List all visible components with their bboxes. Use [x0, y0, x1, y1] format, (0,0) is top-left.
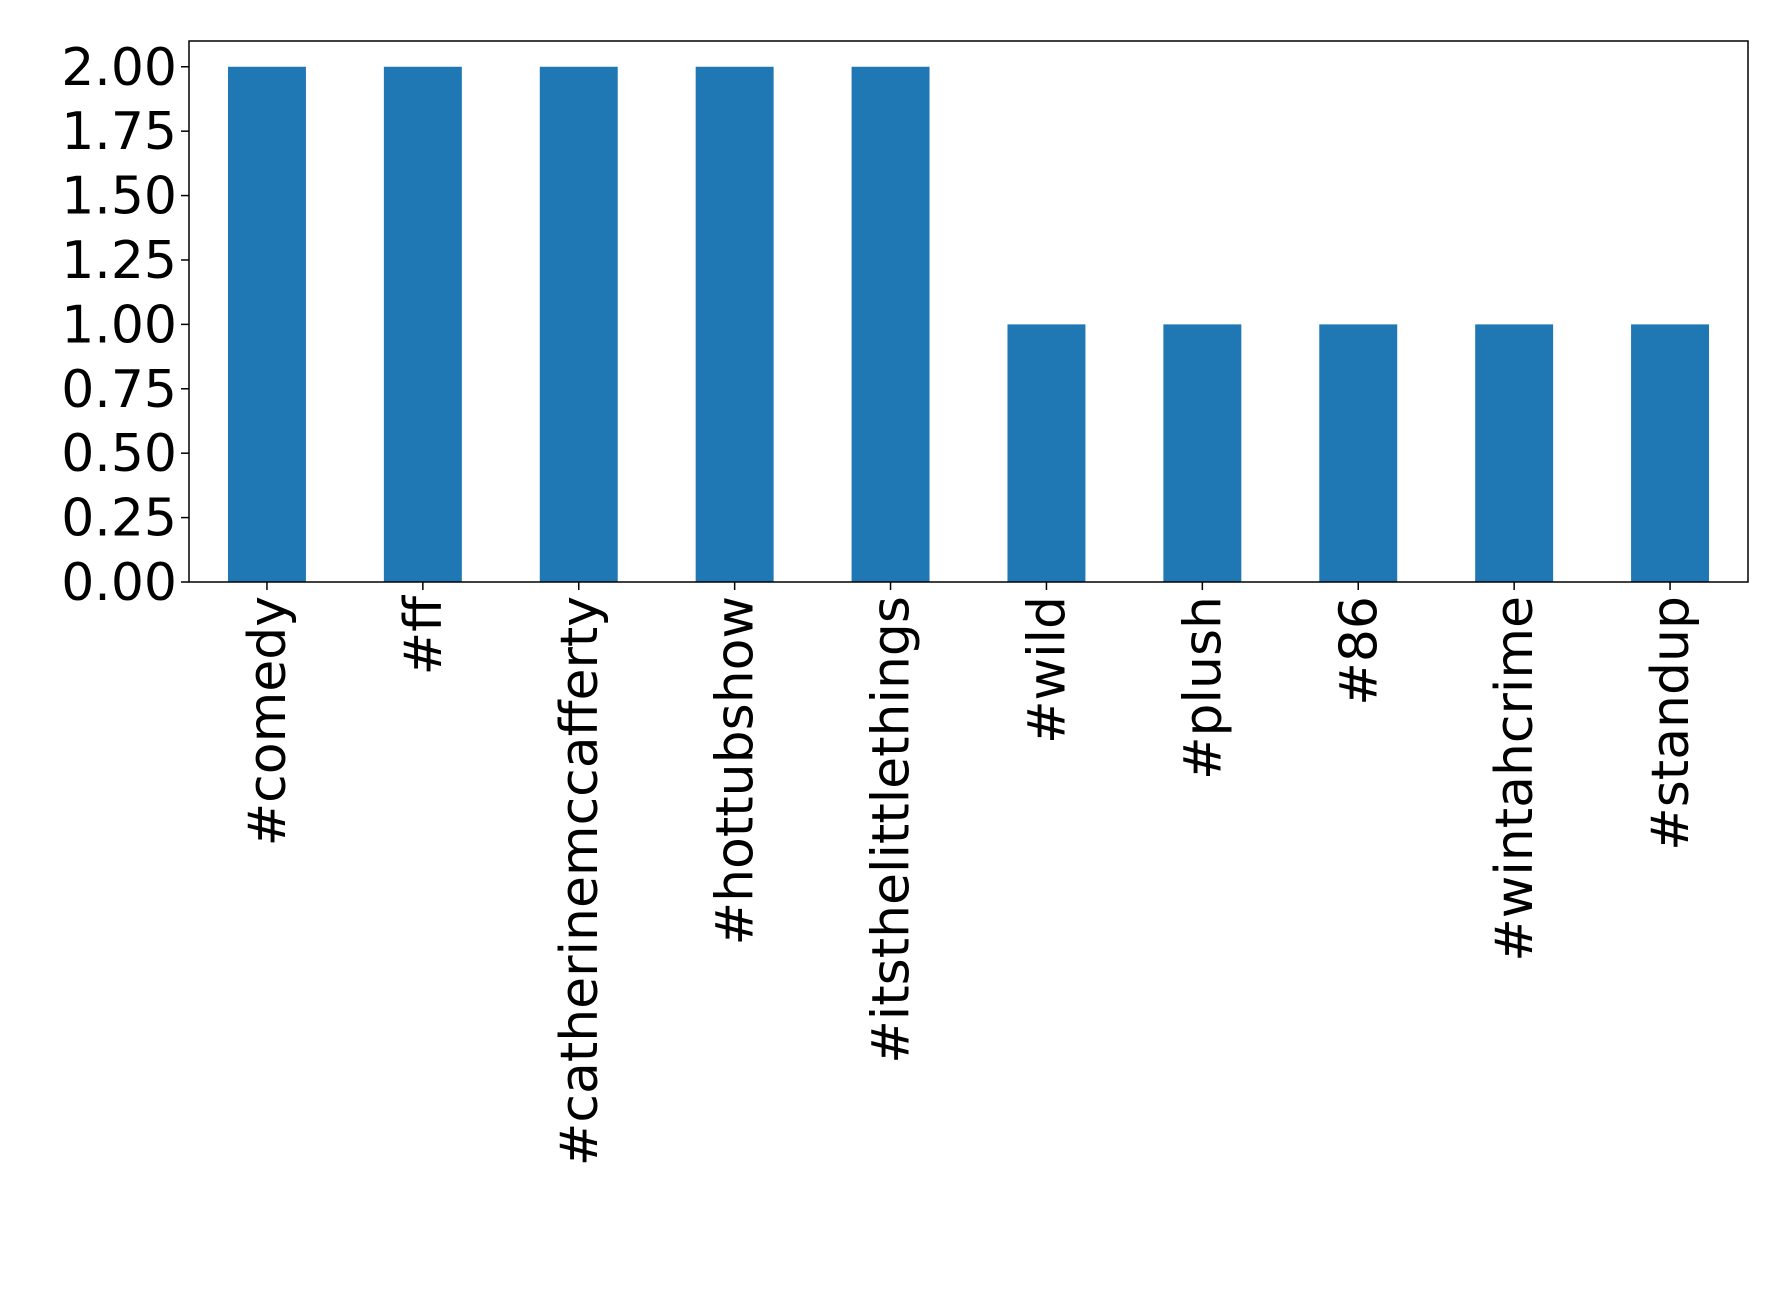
x-tick-label: #wintahcrime — [1485, 596, 1545, 962]
y-tick-label: 1.25 — [61, 231, 177, 291]
plot-frame — [188, 40, 1749, 583]
bar — [695, 66, 774, 582]
y-tick-label: 0.75 — [61, 360, 177, 420]
x-tick-label: #plush — [1173, 596, 1233, 780]
bar — [851, 66, 930, 582]
bar — [539, 66, 618, 582]
x-tick-label: #ff — [394, 595, 454, 676]
x-tick-label: #86 — [1329, 596, 1389, 706]
y-tick-label: 1.75 — [61, 102, 177, 162]
y-tick-label: 0.25 — [61, 489, 177, 549]
y-tick-label: 1.00 — [61, 295, 177, 355]
x-tick-label: #itsthelittlethings — [862, 596, 922, 1064]
x-tick-label: #catherinemccafferty — [550, 596, 610, 1166]
y-tick-label: 0.50 — [61, 424, 177, 484]
y-tick-label: 0.00 — [61, 553, 177, 613]
y-tick-label: 2.00 — [61, 38, 177, 98]
bar — [1475, 324, 1554, 582]
bar — [383, 66, 462, 582]
bar — [1007, 324, 1086, 582]
x-tick-label: #comedy — [238, 596, 298, 846]
x-tick-label: #hottubshow — [706, 596, 766, 945]
bar — [1631, 324, 1710, 582]
y-tick-label: 1.50 — [61, 167, 177, 227]
x-tick-label: #wild — [1017, 596, 1077, 744]
bar — [227, 66, 306, 582]
x-tick-label: #standup — [1641, 596, 1701, 851]
bar — [1319, 324, 1398, 582]
bar — [1163, 324, 1242, 582]
